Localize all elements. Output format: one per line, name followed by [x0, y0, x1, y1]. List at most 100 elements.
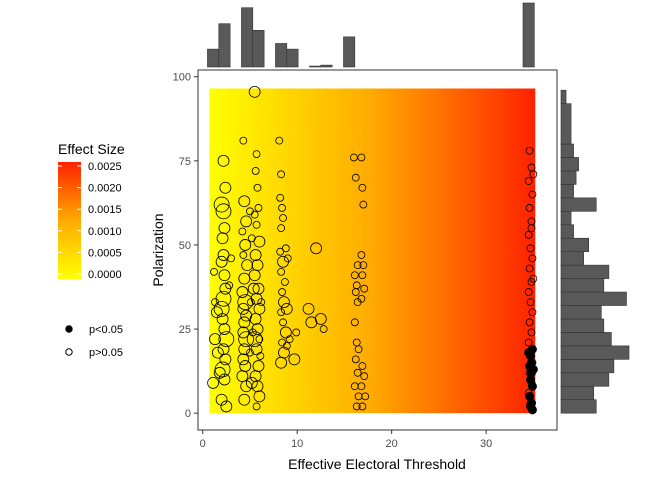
point-open [525, 146, 534, 155]
y-hist-bar [560, 359, 615, 374]
point-open [217, 249, 230, 261]
point-open [357, 251, 366, 259]
y-hist-bar [560, 385, 595, 401]
point-open [350, 271, 359, 280]
point-open [357, 382, 366, 391]
point-open [281, 278, 289, 286]
point-open [528, 308, 537, 317]
point-open [219, 181, 232, 194]
point-open [214, 361, 231, 378]
point-open [238, 272, 251, 285]
x-axis-title: Effective Electoral Threshold [288, 456, 466, 472]
point-open [237, 353, 250, 366]
legend-filled-marker [65, 325, 73, 333]
point-open [358, 402, 367, 411]
point-open [256, 352, 265, 360]
y-hist-bar [560, 291, 627, 306]
point-open [238, 195, 251, 208]
y-tick-label: 25 [179, 324, 191, 336]
point-open [361, 392, 370, 401]
point-open [278, 204, 286, 212]
y-hist-bar [560, 251, 584, 266]
point-open [211, 346, 224, 359]
point-open [524, 230, 533, 239]
point-open [253, 302, 266, 315]
point-open [281, 244, 290, 253]
point-open [285, 335, 294, 344]
x-hist-bar [241, 7, 254, 68]
point-open [213, 196, 230, 213]
point-open [349, 153, 358, 162]
x-hist-bar [343, 36, 356, 68]
point-open [255, 335, 264, 344]
point-open [253, 390, 266, 403]
point-open [359, 200, 368, 209]
point-open [252, 220, 261, 229]
point-open [278, 288, 286, 296]
point-open [282, 341, 291, 350]
point-open [358, 271, 367, 280]
point-open [254, 204, 263, 212]
point-open [251, 167, 260, 175]
point-open [528, 190, 537, 199]
y-hist-bar [560, 157, 579, 172]
point-open [248, 85, 261, 98]
point-open [250, 210, 259, 219]
point-open [526, 298, 535, 307]
legend-open-marker [65, 348, 73, 356]
point-open [277, 267, 286, 276]
x-tick-label: 20 [386, 438, 398, 450]
point-open [245, 376, 258, 389]
point-open [207, 376, 220, 389]
legend-open-label: p>0.05 [89, 347, 123, 359]
y-tick-label: 100 [173, 72, 191, 84]
point-open [213, 300, 230, 317]
point-open [236, 286, 249, 298]
point-open [219, 353, 232, 366]
point-filled [527, 381, 537, 391]
point-open [525, 318, 534, 327]
y-hist-bar [560, 237, 590, 252]
effect-size-legend-ticks: 0.0000 0.0005 0.0010 0.0015 0.0020 0.0025 [58, 161, 122, 281]
x-tick-label: 0 [200, 438, 206, 450]
point-open [529, 274, 538, 283]
legend-tick-label: 0.0020 [88, 183, 122, 195]
y-hist-bar [560, 318, 605, 333]
point-open [360, 372, 369, 381]
y-hist-bar [560, 345, 630, 360]
legend-tick-label: 0.0015 [88, 204, 122, 216]
point-open [276, 193, 285, 202]
effect-size-legend-title: Effect Size [58, 141, 125, 157]
point-open [227, 254, 235, 263]
x-hist-bar [252, 29, 265, 68]
x-hist-bar [275, 43, 288, 68]
point-open [246, 348, 254, 357]
point-filled [527, 405, 537, 415]
point-open [218, 222, 231, 235]
y-hist-bar [560, 143, 574, 158]
point-open [210, 267, 218, 276]
point-open [278, 296, 290, 309]
point-open [527, 224, 536, 233]
point-open [220, 400, 233, 413]
legend-filled-label: p<0.05 [89, 324, 123, 336]
point-open [283, 254, 292, 263]
y-marginal-histogram [560, 89, 630, 414]
point-open [218, 269, 231, 282]
point-open [248, 328, 257, 337]
y-tick-label: 50 [179, 240, 191, 252]
point-open [302, 302, 315, 315]
point-open [215, 290, 232, 307]
legend-tick-label: 0.0010 [88, 226, 122, 238]
point-open [279, 318, 287, 327]
y-hist-bar [560, 399, 597, 414]
point-open [524, 338, 533, 347]
point-open [319, 325, 328, 333]
y-hist-bar [560, 170, 577, 185]
point-open [253, 235, 266, 248]
point-open [360, 284, 369, 293]
point-open [275, 356, 288, 369]
point-open [239, 136, 248, 145]
y-hist-bar [560, 332, 612, 347]
point-open [352, 402, 361, 411]
